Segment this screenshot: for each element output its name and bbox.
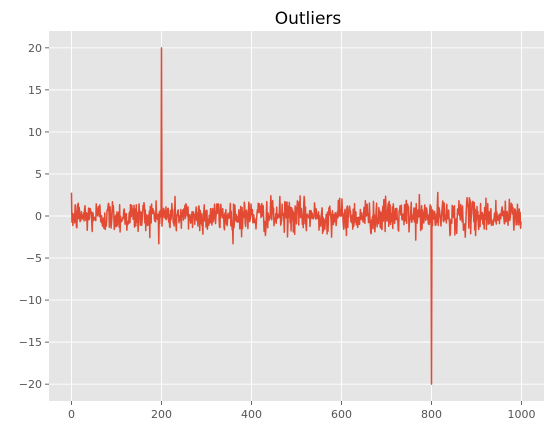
- x-tick-label: 600: [331, 408, 352, 421]
- x-tick-label: 400: [241, 408, 262, 421]
- y-tick-label: 0: [35, 210, 42, 223]
- y-tick-label: 20: [28, 42, 42, 55]
- y-tick-label: 5: [35, 168, 42, 181]
- y-tick-label: 15: [28, 84, 42, 97]
- y-tick-label: −15: [19, 336, 42, 349]
- y-tick-label: 10: [28, 126, 42, 139]
- x-tick-label: 800: [421, 408, 442, 421]
- y-tick-label: −20: [19, 378, 42, 391]
- axis-ticks: 0 200 400 600 800 1000 −20 −15 −10 −5 0 5 10 15 20: [19, 42, 536, 421]
- x-tick-label: 1000: [508, 408, 536, 421]
- x-tick-label: 0: [68, 408, 75, 421]
- series-line: [70, 47, 522, 385]
- y-tick-label: −10: [19, 294, 42, 307]
- chart-title: Outliers: [275, 9, 342, 29]
- x-tick-label: 200: [151, 408, 172, 421]
- y-tick-label: −5: [26, 252, 42, 265]
